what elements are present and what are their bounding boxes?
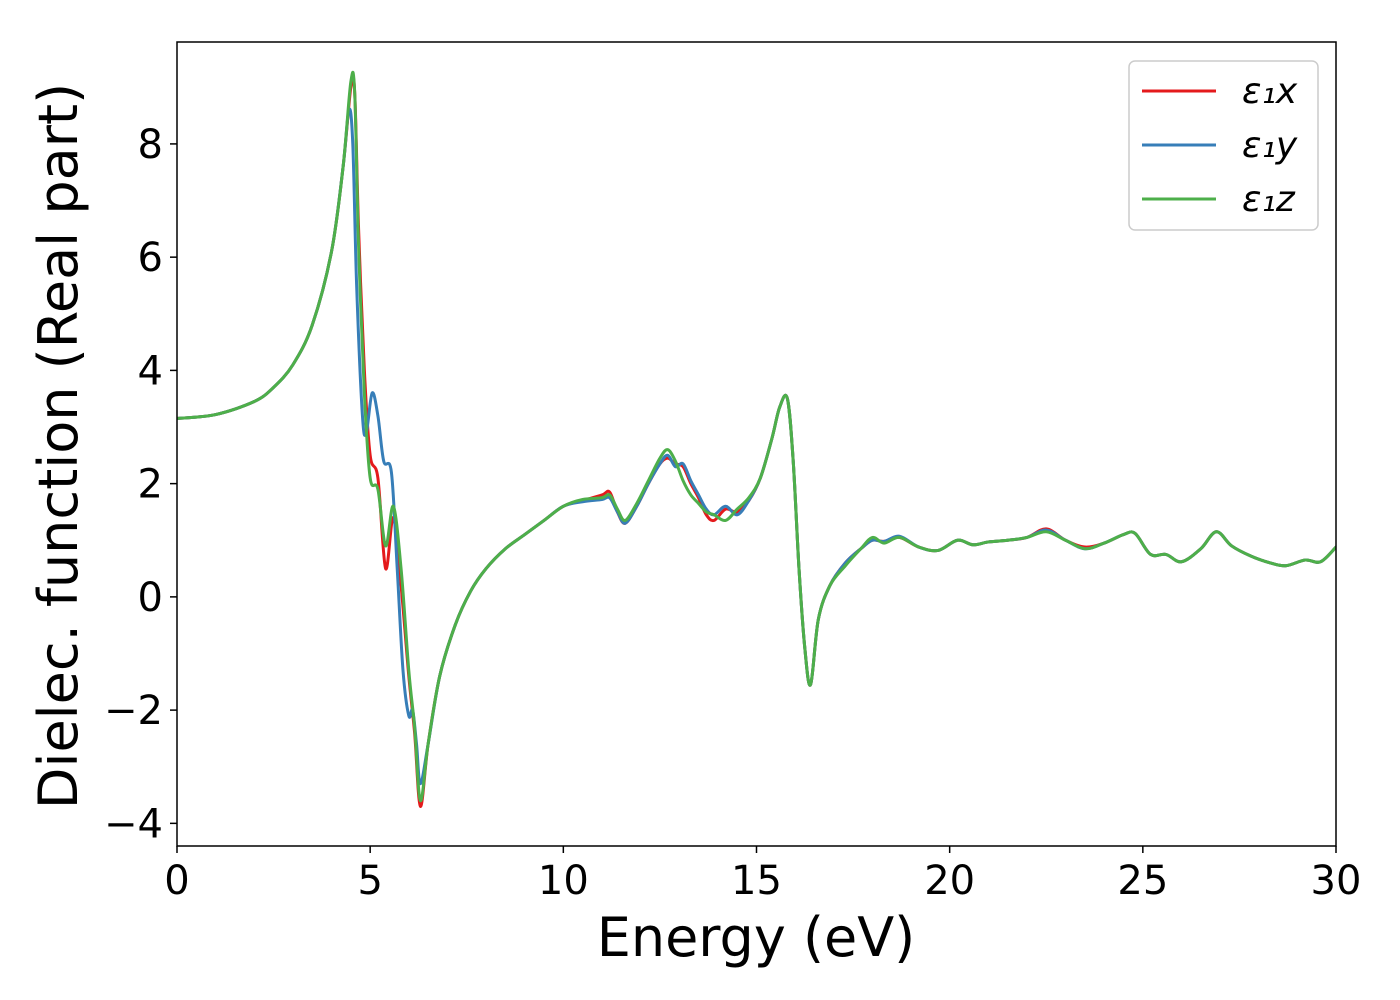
- series-line-3: [177, 70, 1336, 803]
- y-tick-label: 8: [138, 122, 163, 168]
- y-tick-label: −2: [104, 688, 163, 734]
- x-tick-label: 30: [1311, 858, 1362, 904]
- legend-box: [1128, 60, 1319, 231]
- legend-label-3: ε₁z: [1242, 179, 1296, 220]
- y-tick-label: −4: [104, 801, 163, 847]
- x-tick-label: 10: [538, 858, 589, 904]
- x-tick-label: 5: [357, 858, 382, 904]
- plot-lines: [177, 70, 1336, 808]
- x-tick-label: 15: [731, 858, 782, 904]
- y-tick-label: 6: [138, 235, 163, 281]
- y-tick-label: 2: [138, 462, 163, 508]
- legend-label-1: ε₁x: [1242, 71, 1298, 112]
- y-tick-label: 4: [138, 348, 163, 394]
- y-axis-ticks: −4 −2 0 2 4 6 8: [104, 122, 177, 847]
- legend-label-2: ε₁y: [1242, 125, 1298, 166]
- y-tick-label: 0: [138, 575, 163, 621]
- y-axis-title: Dielec. function (Real part): [27, 83, 90, 809]
- x-axis-ticks: 0 5 10 15 20 25 30: [164, 846, 1361, 904]
- legend: ε₁x ε₁y ε₁z: [1128, 60, 1319, 231]
- x-axis-title: Energy (eV): [597, 906, 916, 969]
- x-tick-label: 25: [1117, 858, 1168, 904]
- x-tick-label: 0: [164, 858, 189, 904]
- x-tick-label: 20: [924, 858, 975, 904]
